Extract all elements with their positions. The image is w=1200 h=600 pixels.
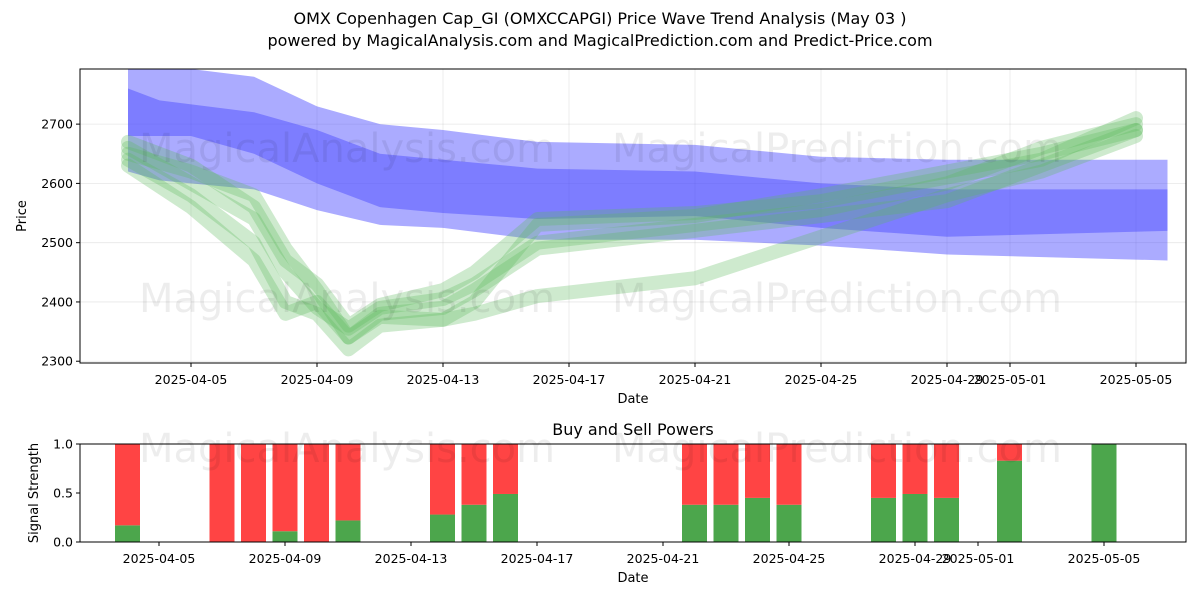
buy-bar — [713, 504, 739, 542]
sell-bar — [934, 444, 959, 498]
sell-bar — [115, 444, 140, 526]
bear-wave-band-1 — [128, 88, 1168, 261]
y-tick-label: 2400 — [41, 294, 73, 309]
sell-bar — [745, 444, 770, 498]
x-tick-label: 2025-05-01 — [942, 551, 1015, 566]
x-tick-label: 2025-04-09 — [281, 372, 354, 387]
buy-bar — [493, 493, 518, 542]
buy-bar — [934, 497, 959, 542]
sell-bar — [776, 444, 802, 505]
x-tick-label: 2025-04-09 — [249, 551, 322, 566]
x-tick-label: 2025-04-13 — [407, 372, 480, 387]
x-tick-label: 2025-04-05 — [155, 372, 228, 387]
x-tick-label: 2025-04-21 — [659, 372, 732, 387]
y-tick-label: 2700 — [41, 117, 73, 132]
bull-wave-4 — [121, 111, 1143, 333]
x-tick-label: 2025-04-17 — [533, 372, 606, 387]
x-tick-label: 2025-04-25 — [785, 372, 858, 387]
x-tick-label: 2025-05-05 — [1068, 551, 1141, 566]
x-tick-label: 2025-04-05 — [123, 551, 196, 566]
x-tick-label: 2025-04-17 — [501, 551, 574, 566]
sell-bar — [682, 444, 707, 505]
y-axis-label: Signal Strength — [27, 443, 42, 543]
buy-bar — [902, 493, 928, 542]
buy-bar — [1091, 444, 1117, 542]
y-tick-label: 2500 — [41, 235, 73, 250]
y-tick-label: 0.0 — [53, 535, 73, 550]
x-tick-label: 2025-04-13 — [375, 551, 448, 566]
price-axes-frame — [79, 68, 1187, 364]
sell-bar — [902, 444, 928, 494]
sell-bar — [209, 444, 235, 542]
buy-bar — [115, 525, 140, 542]
watermark-right: MagicalPrediction.com — [612, 426, 1062, 472]
sell-bar — [430, 444, 455, 515]
bear-wave-band-2 — [128, 69, 1168, 237]
y-axis-label: Price — [15, 200, 30, 232]
buy-bar — [335, 520, 361, 542]
x-axis-label: Date — [617, 392, 648, 407]
buy-bar — [272, 531, 298, 542]
buy-bar — [745, 497, 770, 542]
y-tick-label: 2600 — [41, 176, 73, 191]
watermark-left: MagicalAnalysis.com — [139, 426, 555, 472]
sell-bar — [335, 444, 361, 521]
buy-bar — [776, 504, 802, 542]
buy-bar — [461, 504, 487, 542]
y-tick-label: 2300 — [41, 354, 73, 369]
sell-bar — [493, 444, 518, 494]
x-tick-label: 2025-04-29 — [879, 551, 952, 566]
bull-wave-1 — [121, 128, 1143, 345]
bull-wave-2 — [121, 117, 1143, 336]
sell-bar — [461, 444, 487, 505]
sell-bar — [997, 444, 1022, 461]
watermark-left: MagicalAnalysis.com — [139, 276, 555, 322]
chart-title: OMX Copenhagen Cap_GI (OMXCCAPGI) Price … — [293, 9, 907, 28]
watermark-left: MagicalAnalysis.com — [139, 126, 555, 172]
bull-wave-3 — [121, 123, 1143, 357]
watermark-right: MagicalPrediction.com — [612, 276, 1062, 322]
buy-bar — [871, 497, 896, 542]
buy-bar — [430, 514, 455, 542]
x-tick-label: 2025-05-01 — [974, 372, 1047, 387]
chart-subtitle: powered by MagicalAnalysis.com and Magic… — [267, 31, 933, 50]
buy-bar — [997, 460, 1022, 542]
buy-bar — [682, 504, 707, 542]
x-tick-label: 2025-05-05 — [1100, 372, 1173, 387]
x-tick-label: 2025-04-25 — [753, 551, 826, 566]
x-tick-label: 2025-04-29 — [911, 372, 984, 387]
sell-bar — [871, 444, 896, 498]
wave-layer — [121, 69, 1168, 357]
sell-bar — [272, 444, 298, 532]
watermark-right: MagicalPrediction.com — [612, 126, 1062, 172]
y-tick-label: 0.5 — [53, 486, 73, 501]
sell-bar — [241, 444, 266, 542]
sell-bar — [713, 444, 739, 505]
sell-bar — [304, 444, 329, 542]
y-tick-label: 1.0 — [53, 437, 73, 452]
bull-wave-5 — [121, 123, 1143, 345]
x-tick-label: 2025-04-21 — [627, 551, 700, 566]
power-chart-title: Buy and Sell Powers — [552, 420, 714, 439]
x-axis-label: Date — [617, 571, 648, 586]
price-chart: 2300 2400 2500 2600 2700 2025-04-05 2025-04-09… — [15, 68, 1187, 407]
